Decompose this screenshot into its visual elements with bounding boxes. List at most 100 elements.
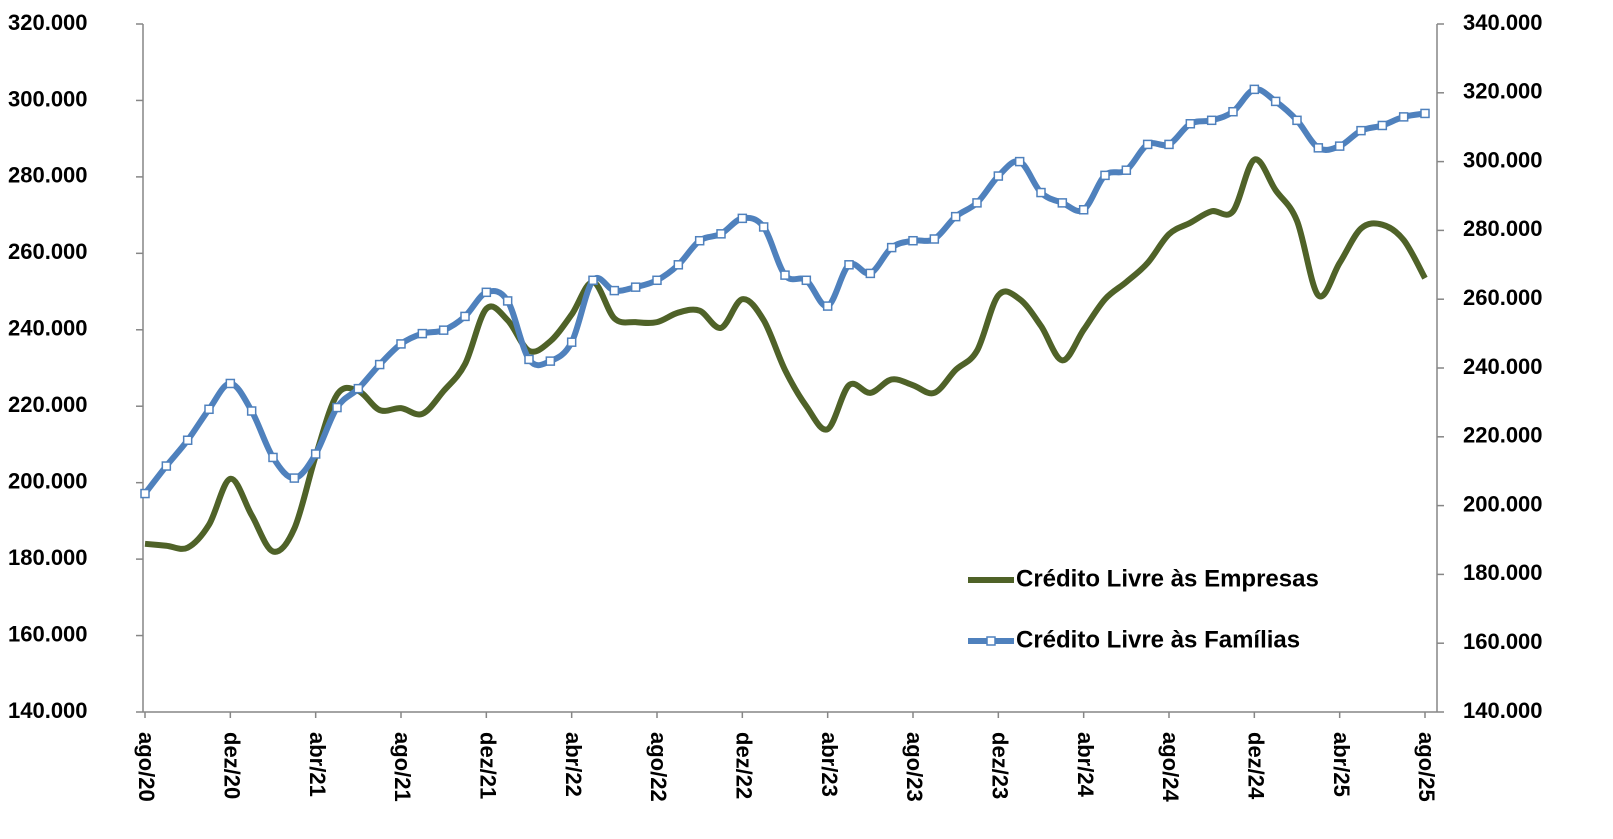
marker xyxy=(972,198,982,208)
y-tick-label: 160.000 xyxy=(8,621,88,646)
y-tick-label: 260.000 xyxy=(8,239,88,264)
legend-label: Crédito Livre às Empresas xyxy=(1016,565,1319,592)
marker xyxy=(1121,165,1132,175)
marker xyxy=(950,211,961,222)
marker xyxy=(1100,170,1110,181)
y2-tick-label: 300.000 xyxy=(1463,147,1543,172)
y-tick-label: 140.000 xyxy=(8,698,88,723)
x-tick-label: dez/24 xyxy=(1244,732,1269,800)
x-tick-label: ago/21 xyxy=(390,732,415,802)
x-tick-label: dez/20 xyxy=(220,732,245,799)
marker xyxy=(1420,108,1430,119)
y-tick-label: 220.000 xyxy=(8,392,88,417)
x-tick-label: ago/24 xyxy=(1158,732,1183,802)
marker xyxy=(801,275,812,286)
marker xyxy=(886,242,897,253)
marker xyxy=(844,260,854,270)
marker xyxy=(1228,106,1238,117)
marker xyxy=(630,282,641,292)
marker xyxy=(908,235,918,246)
marker xyxy=(310,449,321,459)
marker xyxy=(1377,120,1388,131)
y2-tick-label: 160.000 xyxy=(1463,629,1543,654)
marker xyxy=(1356,125,1366,136)
y2-tick-label: 220.000 xyxy=(1463,423,1543,448)
marker xyxy=(1398,112,1409,122)
marker xyxy=(652,275,662,286)
marker xyxy=(438,325,449,335)
y2-tick-label: 280.000 xyxy=(1463,216,1543,241)
marker xyxy=(1313,143,1324,153)
x-tick-label: dez/23 xyxy=(988,732,1013,799)
marker xyxy=(545,356,556,366)
y-tick-label: 180.000 xyxy=(8,545,88,570)
marker xyxy=(673,260,684,270)
y2-tick-label: 240.000 xyxy=(1463,354,1543,379)
x-tick-label: ago/25 xyxy=(1414,732,1439,802)
marker xyxy=(246,406,257,416)
series-line xyxy=(144,156,1428,555)
x-tick-label: dez/22 xyxy=(732,732,757,799)
marker xyxy=(140,488,150,499)
marker xyxy=(758,222,769,232)
marker xyxy=(694,235,705,246)
marker xyxy=(502,296,513,306)
x-tick-label: abr/25 xyxy=(1329,732,1354,797)
marker xyxy=(204,404,214,415)
marker xyxy=(1014,156,1025,167)
legend-marker xyxy=(986,636,996,646)
legend-label: Crédito Livre às Famílias xyxy=(1016,626,1300,653)
marker xyxy=(1078,205,1089,215)
marker xyxy=(1164,139,1174,150)
marker xyxy=(481,287,492,298)
y2-tick-label: 200.000 xyxy=(1463,491,1543,516)
marker xyxy=(1185,119,1196,129)
y-tick-label: 280.000 xyxy=(8,163,88,188)
y2-tick-label: 180.000 xyxy=(1463,560,1543,585)
marker xyxy=(737,213,748,224)
x-tick-label: dez/21 xyxy=(476,732,501,799)
marker xyxy=(780,270,790,280)
y2-tick-label: 140.000 xyxy=(1463,698,1543,723)
marker xyxy=(225,378,236,389)
marker xyxy=(332,402,342,413)
marker xyxy=(417,328,428,339)
marker xyxy=(460,311,470,322)
y-tick-label: 200.000 xyxy=(8,468,88,493)
marker xyxy=(161,461,172,471)
x-tick-label: abr/21 xyxy=(305,732,330,797)
y2-tick-label: 340.000 xyxy=(1463,10,1543,35)
marker xyxy=(1142,139,1153,150)
marker xyxy=(289,473,300,483)
marker xyxy=(524,354,534,365)
marker xyxy=(609,285,620,296)
marker xyxy=(374,359,385,370)
x-tick-label: ago/20 xyxy=(134,732,159,802)
x-tick-label: ago/22 xyxy=(646,732,671,802)
x-tick-label: abr/23 xyxy=(817,732,842,797)
y-tick-label: 240.000 xyxy=(8,316,88,341)
marker xyxy=(1057,198,1068,208)
x-tick-label: ago/23 xyxy=(902,732,927,802)
marker xyxy=(396,339,406,349)
marker xyxy=(865,268,876,279)
marker xyxy=(1334,141,1345,151)
y2-tick-label: 260.000 xyxy=(1463,285,1543,310)
marker xyxy=(1292,115,1302,126)
marker xyxy=(588,275,598,286)
marker xyxy=(993,171,1004,181)
y-tick-label: 320.000 xyxy=(8,10,88,35)
series-line xyxy=(142,86,1426,496)
x-tick-label: abr/22 xyxy=(561,732,586,797)
marker xyxy=(822,301,833,311)
marker xyxy=(1249,84,1260,95)
y-tick-label: 300.000 xyxy=(8,86,88,111)
marker xyxy=(1036,187,1046,198)
marker xyxy=(182,435,193,445)
marker xyxy=(1206,115,1217,126)
marker xyxy=(929,234,940,244)
marker xyxy=(566,337,577,347)
y2-tick-label: 320.000 xyxy=(1463,79,1543,104)
marker xyxy=(716,229,726,239)
